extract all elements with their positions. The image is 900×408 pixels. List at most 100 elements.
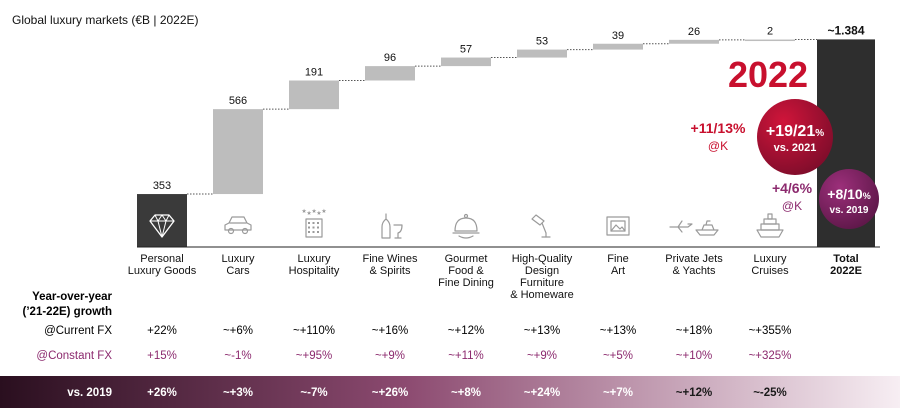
current-fx-cell-4: ~+12% (448, 325, 484, 337)
vs2019-footer-band (0, 376, 900, 408)
car-icon (224, 216, 252, 235)
picture-frame-icon (606, 216, 630, 236)
vs2019-cell-6: ~+7% (603, 387, 633, 399)
vs2019-cell-4: ~+8% (451, 387, 481, 399)
current-fx-cell-0: +22% (147, 325, 177, 337)
vs2019-cell-0: +26% (147, 387, 177, 399)
value-label-2: 191 (305, 67, 323, 79)
diamond-icon (149, 214, 175, 238)
vs2019-current-fx: +4/6% (772, 180, 813, 196)
category-label-5-1: Design (525, 265, 559, 277)
hotel-icon: ★ ★ ★ ★ ★ (301, 208, 327, 238)
category-label-1-0: Luxury (221, 253, 255, 265)
current-fx-cell-5: ~+13% (524, 325, 560, 337)
value-labels-group: 353 566 191 96 57 53 39 26 2 ~1.384 (153, 23, 865, 192)
value-label-4: 57 (460, 44, 472, 56)
category-label-3-1: & Spirits (370, 265, 411, 277)
category-label-2-1: Hospitality (289, 265, 340, 277)
value-label-6: 39 (612, 30, 624, 42)
value-label-1: 566 (229, 95, 247, 107)
wine-bottle-icon (381, 213, 403, 239)
vs2019-cell-1: ~+3% (223, 387, 253, 399)
category-label-8-1: Cruises (751, 265, 789, 277)
constant-fx-cell-5: ~+9% (527, 350, 557, 362)
constant-fx-cell-7: ~+10% (676, 350, 712, 362)
category-label-7-1: & Yachts (672, 265, 716, 277)
svg-text:★: ★ (316, 210, 321, 217)
vs2019-row-label: vs. 2019 (67, 387, 112, 399)
category-label-9-1: 2022E (830, 265, 862, 277)
vs2019-cell-3: ~+26% (372, 387, 408, 399)
constant-fx-cell-4: ~+11% (448, 350, 484, 362)
value-label-9: ~1.384 (827, 23, 864, 37)
vs2021-current-fx-sub: @K (708, 139, 728, 153)
vs2021-circle (757, 99, 833, 175)
chart-title: Global luxury markets (€B | 2022E) (12, 13, 199, 27)
constant-fx-cell-3: ~+9% (375, 350, 405, 362)
value-label-5: 53 (536, 36, 548, 48)
cloche-icon (452, 213, 480, 239)
category-label-2-0: Luxury (297, 253, 331, 265)
category-label-7-0: Private Jets (665, 253, 723, 265)
vs2019-cell-7: ~+12% (676, 387, 712, 399)
svg-text:★: ★ (321, 208, 326, 215)
vs2019-cell-5: ~+24% (524, 387, 560, 399)
bar-3 (365, 66, 415, 81)
lamp-icon (531, 214, 551, 238)
category-label-0-1: Luxury Goods (128, 265, 197, 277)
bar-8 (745, 39, 795, 42)
vs2019-circle-sub: vs. 2019 (830, 205, 869, 216)
value-label-3: 96 (384, 52, 396, 64)
value-label-7: 26 (688, 26, 700, 38)
vs2019-current-fx-sub: @K (782, 199, 802, 213)
svg-text:★: ★ (301, 208, 306, 215)
constant-fx-cell-6: ~+5% (603, 350, 633, 362)
growth-header-line1: Year-over-year (32, 291, 112, 303)
current-fx-cell-3: ~+16% (372, 325, 408, 337)
year-annotation: 2022 (728, 54, 808, 95)
vs2019-circle (819, 169, 879, 229)
category-label-1-1: Cars (226, 265, 250, 277)
category-label-5-2: Furniture (520, 277, 564, 289)
category-label-4-2: Fine Dining (438, 277, 494, 289)
vs2019-cell-2: ~-7% (300, 387, 327, 399)
svg-text:★: ★ (311, 208, 316, 215)
category-label-5-0: High-Quality (512, 253, 573, 265)
vs2021-circle-value: +19/21% (766, 123, 824, 140)
constant-fx-label: @Constant FX (36, 350, 112, 362)
current-fx-label: @Current FX (44, 325, 112, 337)
growth-header-line2: (’21-22E) growth (23, 306, 112, 318)
bar-2 (289, 80, 339, 110)
vs2021-current-fx: +11/13% (691, 120, 746, 136)
constant-fx-cell-2: ~+95% (296, 350, 332, 362)
icons-group: ★ ★ ★ ★ ★ (149, 208, 784, 239)
svg-text:★: ★ (306, 210, 311, 217)
current-fx-row: +22% ~+6% ~+110% ~+16% ~+12% ~+13% ~+13% ~+18% ~… (147, 325, 791, 337)
category-label-6-1: Art (611, 265, 625, 277)
current-fx-cell-8: ~+355% (749, 325, 792, 337)
category-label-5-3: & Homeware (510, 289, 574, 301)
bar-6 (593, 43, 643, 50)
current-fx-cell-2: ~+110% (293, 325, 335, 337)
bar-5 (517, 49, 567, 58)
category-label-4-0: Gourmet (445, 253, 488, 265)
vs2021-circle-sub: vs. 2021 (774, 142, 817, 154)
value-label-8: 2 (767, 26, 773, 38)
vs2019-cell-8: ~-25% (753, 387, 787, 399)
constant-fx-cell-0: +15% (147, 350, 177, 362)
constant-fx-row: +15% ~-1% ~+95% ~+9% ~+11% ~+9% ~+5% ~+10% ~+325… (147, 350, 791, 362)
constant-fx-cell-1: ~-1% (224, 350, 251, 362)
bar-1 (213, 109, 263, 195)
category-label-4-1: Food & (448, 265, 484, 277)
plane-yacht-icon (669, 220, 719, 236)
bar-4 (441, 57, 491, 67)
vs2019-circle-value: +8/10% (827, 186, 870, 202)
current-fx-cell-1: ~+6% (223, 325, 253, 337)
constant-fx-cell-8: ~+325% (749, 350, 792, 362)
category-label-9-0: Total (833, 253, 858, 265)
category-label-0-0: Personal (140, 253, 183, 265)
connectors-group (187, 39, 817, 195)
current-fx-cell-6: ~+13% (600, 325, 636, 337)
